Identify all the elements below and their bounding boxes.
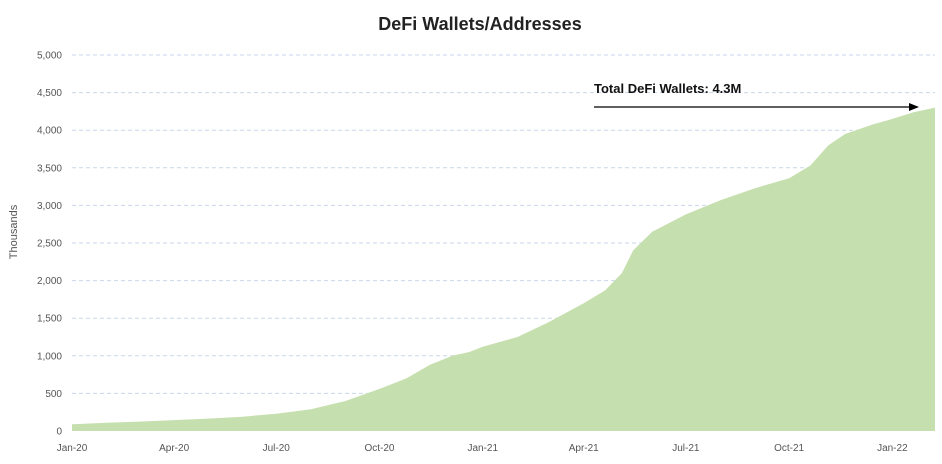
x-tick-label: Jul-20	[263, 443, 291, 454]
annotation: Total DeFi Wallets: 4.3M	[594, 81, 919, 111]
annotation-label: Total DeFi Wallets: 4.3M	[594, 81, 741, 96]
y-tick-label: 3,000	[37, 201, 62, 212]
y-axis-ticks: 0 500 1,000 1,500 2,000 2,500 3,000 3,500 4,000 4…	[37, 51, 62, 438]
plot-area	[72, 107, 935, 431]
area-series	[72, 107, 935, 431]
y-tick-label: 0	[56, 427, 62, 438]
y-tick-label: 4,000	[37, 126, 62, 137]
y-tick-label: 4,500	[37, 88, 62, 99]
gridlines	[72, 54, 935, 394]
x-tick-label: Jan-21	[467, 443, 498, 454]
y-tick-label: 500	[45, 389, 62, 400]
x-tick-label: Apr-21	[569, 443, 599, 454]
x-tick-label: Apr-20	[159, 443, 189, 454]
x-tick-label: Jan-20	[57, 443, 88, 454]
y-tick-label: 1,500	[37, 314, 62, 325]
y-tick-label: 2,000	[37, 276, 62, 287]
y-tick-label: 2,500	[37, 239, 62, 250]
chart-title: DeFi Wallets/Addresses	[378, 14, 581, 34]
x-tick-label: Jan-22	[877, 443, 908, 454]
y-tick-label: 1,000	[37, 351, 62, 362]
x-tick-label: Jul-21	[672, 443, 700, 454]
x-tick-label: Oct-21	[774, 443, 804, 454]
annotation-arrow-head	[909, 103, 919, 111]
x-axis-ticks: Jan-20 Apr-20 Jul-20 Oct-20 Jan-21 Apr-21 Jul-…	[57, 443, 908, 454]
y-tick-label: 3,500	[37, 163, 62, 174]
y-tick-label: 5,000	[37, 51, 62, 62]
y-axis-label: Thousands	[8, 204, 20, 259]
x-tick-label: Oct-20	[364, 443, 394, 454]
